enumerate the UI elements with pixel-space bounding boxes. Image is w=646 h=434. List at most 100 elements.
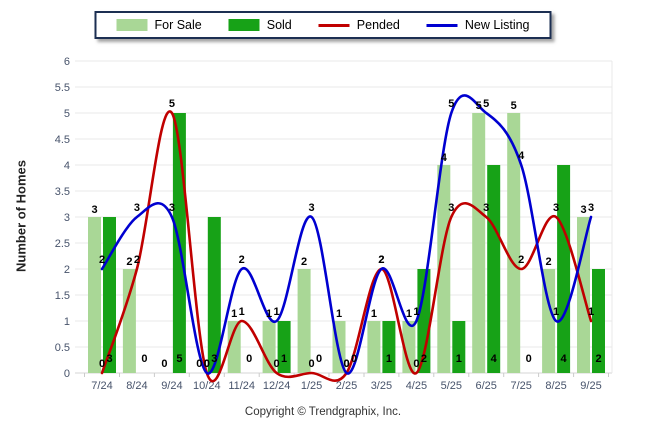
svg-text:2: 2 — [301, 256, 307, 268]
svg-text:0: 0 — [351, 353, 357, 365]
svg-text:0: 0 — [141, 353, 147, 365]
legend-item-for-sale[interactable]: For Sale — [116, 18, 202, 32]
svg-text:0: 0 — [196, 358, 202, 370]
svg-text:8/25: 8/25 — [545, 380, 566, 392]
svg-text:1: 1 — [64, 316, 70, 328]
svg-text:2/25: 2/25 — [336, 380, 357, 392]
svg-text:4: 4 — [491, 353, 498, 365]
svg-text:1: 1 — [266, 308, 272, 320]
svg-text:4: 4 — [64, 160, 70, 172]
y-axis-title: Number of Homes — [13, 160, 29, 272]
svg-text:2: 2 — [378, 254, 384, 266]
svg-text:3/25: 3/25 — [371, 380, 392, 392]
svg-text:5: 5 — [511, 100, 517, 112]
svg-text:5: 5 — [176, 353, 182, 365]
svg-text:0: 0 — [204, 358, 210, 370]
svg-text:5: 5 — [483, 98, 489, 110]
svg-text:9/24: 9/24 — [161, 380, 182, 392]
svg-text:6/25: 6/25 — [475, 380, 496, 392]
legend-label-pended: Pended — [356, 18, 400, 32]
svg-text:4/25: 4/25 — [406, 380, 427, 392]
legend-item-new-listing[interactable]: New Listing — [426, 18, 530, 32]
svg-text:5: 5 — [448, 98, 454, 110]
svg-text:3.5: 3.5 — [55, 186, 70, 198]
svg-text:1.5: 1.5 — [55, 290, 70, 302]
legend: For Sale Sold Pended New Listing — [94, 11, 552, 39]
svg-text:0.5: 0.5 — [55, 342, 70, 354]
svg-text:0: 0 — [343, 358, 349, 370]
svg-text:0: 0 — [274, 358, 280, 370]
svg-text:0: 0 — [343, 358, 349, 370]
svg-text:1: 1 — [281, 353, 287, 365]
svg-text:2: 2 — [518, 254, 524, 266]
svg-text:1: 1 — [406, 308, 412, 320]
svg-text:3: 3 — [211, 353, 217, 365]
svg-text:1: 1 — [386, 353, 392, 365]
svg-text:5.5: 5.5 — [55, 82, 70, 94]
sold-swatch-icon — [228, 19, 260, 31]
svg-text:2: 2 — [546, 256, 552, 268]
svg-text:3: 3 — [553, 202, 559, 214]
svg-text:4: 4 — [518, 150, 525, 162]
pended-line — [100, 110, 593, 383]
legend-item-pended[interactable]: Pended — [318, 18, 400, 32]
svg-text:3: 3 — [106, 353, 112, 365]
svg-text:1: 1 — [413, 306, 419, 318]
svg-text:4.5: 4.5 — [55, 134, 70, 146]
new-listing-line-swatch-icon — [426, 23, 458, 27]
svg-text:7/24: 7/24 — [91, 380, 112, 392]
svg-text:0: 0 — [309, 358, 315, 370]
pended-line-swatch-icon — [318, 23, 350, 27]
svg-text:2: 2 — [134, 254, 140, 266]
svg-text:0: 0 — [413, 358, 419, 370]
svg-text:2: 2 — [378, 254, 384, 266]
svg-text:0: 0 — [64, 368, 70, 380]
svg-text:5: 5 — [64, 108, 70, 120]
gridlines — [75, 60, 613, 374]
svg-text:1: 1 — [336, 308, 342, 320]
svg-text:3: 3 — [134, 202, 140, 214]
svg-text:12/24: 12/24 — [263, 380, 291, 392]
svg-text:5/25: 5/25 — [441, 380, 462, 392]
svg-text:3: 3 — [448, 202, 454, 214]
svg-text:2: 2 — [126, 256, 132, 268]
svg-text:2.5: 2.5 — [55, 238, 70, 250]
svg-text:0: 0 — [526, 353, 532, 365]
svg-text:3: 3 — [169, 202, 175, 214]
legend-label-for-sale: For Sale — [154, 18, 202, 32]
svg-text:0: 0 — [99, 358, 105, 370]
svg-text:3: 3 — [91, 204, 97, 216]
svg-text:9/25: 9/25 — [580, 380, 601, 392]
svg-text:0: 0 — [246, 353, 252, 365]
svg-text:2: 2 — [64, 264, 70, 276]
svg-text:6: 6 — [64, 56, 70, 68]
svg-text:3: 3 — [64, 212, 70, 224]
svg-text:3: 3 — [580, 204, 586, 216]
svg-text:3: 3 — [483, 202, 489, 214]
svg-text:1: 1 — [231, 308, 237, 320]
svg-text:1: 1 — [553, 306, 559, 318]
svg-text:8/24: 8/24 — [126, 380, 147, 392]
legend-item-sold[interactable]: Sold — [228, 18, 292, 32]
svg-text:1/25: 1/25 — [301, 380, 322, 392]
svg-text:1: 1 — [239, 306, 245, 318]
svg-text:3: 3 — [309, 202, 315, 214]
svg-text:1: 1 — [456, 353, 462, 365]
svg-text:3: 3 — [588, 202, 594, 214]
new-listing-line — [100, 94, 593, 375]
svg-text:10/24: 10/24 — [193, 380, 221, 392]
svg-text:0: 0 — [204, 358, 210, 370]
svg-text:4: 4 — [441, 152, 448, 164]
legend-label-new-listing: New Listing — [464, 18, 530, 32]
svg-text:11/24: 11/24 — [228, 380, 255, 392]
copyright-text: Copyright © Trendgraphix, Inc. — [244, 406, 402, 418]
svg-text:5: 5 — [476, 100, 482, 112]
svg-text:1: 1 — [274, 306, 280, 318]
svg-text:2: 2 — [239, 254, 245, 266]
legend-label-sold: Sold — [266, 18, 292, 32]
x-axis: 7/24 8/24 9/24 10/24 11/24 12/24 1/25 2/25 3/25 4… — [84, 373, 609, 392]
svg-text:5: 5 — [169, 98, 175, 110]
